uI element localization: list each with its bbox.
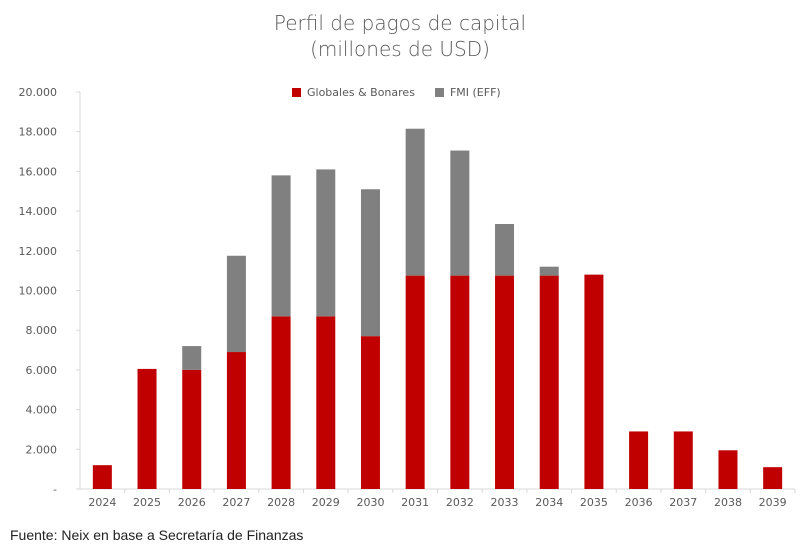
bar-globales-2033 bbox=[495, 275, 515, 489]
bar-globales-2025 bbox=[137, 368, 157, 489]
bar-globales-2029 bbox=[316, 316, 336, 489]
chart-title-block: Perfil de pagos de capital (millones de … bbox=[0, 10, 800, 62]
x-tick-label-2029: 2029 bbox=[312, 496, 340, 509]
bar-fmi-2029 bbox=[316, 169, 336, 317]
x-tick-label-2035: 2035 bbox=[580, 496, 608, 509]
y-tick-label: 10.000 bbox=[19, 285, 58, 298]
legend-item-fmi: FMI (EFF) bbox=[434, 86, 501, 99]
bar-globales-2038 bbox=[718, 450, 738, 489]
legend-swatch-globales bbox=[292, 88, 301, 97]
x-tick-label-2025: 2025 bbox=[133, 496, 161, 509]
x-tick-label-2033: 2033 bbox=[491, 496, 519, 509]
bar-fmi-2031 bbox=[405, 128, 425, 276]
bar-fmi-2034 bbox=[539, 266, 559, 276]
bar-globales-2024 bbox=[92, 465, 112, 489]
legend-item-globales: Globales & Bonares bbox=[292, 86, 415, 99]
x-tick-label-2034: 2034 bbox=[535, 496, 563, 509]
bar-globales-2031 bbox=[405, 275, 425, 489]
y-tick-label: - bbox=[53, 483, 57, 496]
y-tick-label: 16.000 bbox=[19, 165, 58, 178]
y-tick-label: 6.000 bbox=[26, 364, 58, 377]
y-tick-label: 8.000 bbox=[26, 324, 58, 337]
chart-subtitle: (millones de USD) bbox=[310, 37, 490, 61]
x-tick-label-2031: 2031 bbox=[401, 496, 429, 509]
bar-globales-2037 bbox=[673, 431, 693, 489]
x-tick-label-2024: 2024 bbox=[88, 496, 116, 509]
y-tick-label: 18.000 bbox=[19, 126, 58, 139]
source-note: Fuente: Neix en base a Secretaría de Fin… bbox=[10, 527, 304, 543]
x-tick-label-2036: 2036 bbox=[625, 496, 653, 509]
y-tick-label: 12.000 bbox=[19, 245, 58, 258]
y-tick-label: 2.000 bbox=[26, 443, 58, 456]
x-tick-label-2038: 2038 bbox=[714, 496, 742, 509]
bar-globales-2026 bbox=[182, 369, 202, 489]
bar-globales-2032 bbox=[450, 275, 470, 489]
bar-fmi-2030 bbox=[360, 189, 380, 337]
bar-fmi-2032 bbox=[450, 150, 470, 276]
bar-globales-2039 bbox=[763, 467, 783, 489]
legend-label-fmi: FMI (EFF) bbox=[449, 86, 501, 99]
y-tick-label: 4.000 bbox=[26, 404, 58, 417]
legend-swatch-fmi bbox=[434, 88, 444, 97]
bar-globales-2034 bbox=[539, 275, 559, 489]
x-tick-label-2037: 2037 bbox=[669, 496, 697, 509]
bar-fmi-2027 bbox=[226, 255, 246, 353]
bar-fmi-2026 bbox=[182, 346, 202, 370]
bar-globales-2028 bbox=[271, 316, 291, 489]
bar-globales-2027 bbox=[226, 352, 246, 489]
x-tick-label-2028: 2028 bbox=[267, 496, 295, 509]
y-tick-label: 20.000 bbox=[19, 86, 58, 99]
x-tick-label-2027: 2027 bbox=[222, 496, 250, 509]
chart-legend: Globales & Bonares FMI (EFF) bbox=[292, 86, 501, 99]
bar-globales-2036 bbox=[629, 431, 649, 489]
y-tick-label: 14.000 bbox=[19, 205, 58, 218]
x-tick-label-2039: 2039 bbox=[759, 496, 787, 509]
x-tick-label-2030: 2030 bbox=[356, 496, 384, 509]
bar-fmi-2033 bbox=[495, 224, 515, 276]
x-tick-label-2032: 2032 bbox=[446, 496, 474, 509]
bar-globales-2030 bbox=[360, 336, 380, 489]
chart-title: Perfil de pagos de capital bbox=[273, 11, 527, 35]
bar-globales-2035 bbox=[584, 274, 604, 489]
x-tick-label-2026: 2026 bbox=[178, 496, 206, 509]
bar-fmi-2028 bbox=[271, 175, 291, 317]
legend-label-globales: Globales & Bonares bbox=[307, 86, 415, 99]
